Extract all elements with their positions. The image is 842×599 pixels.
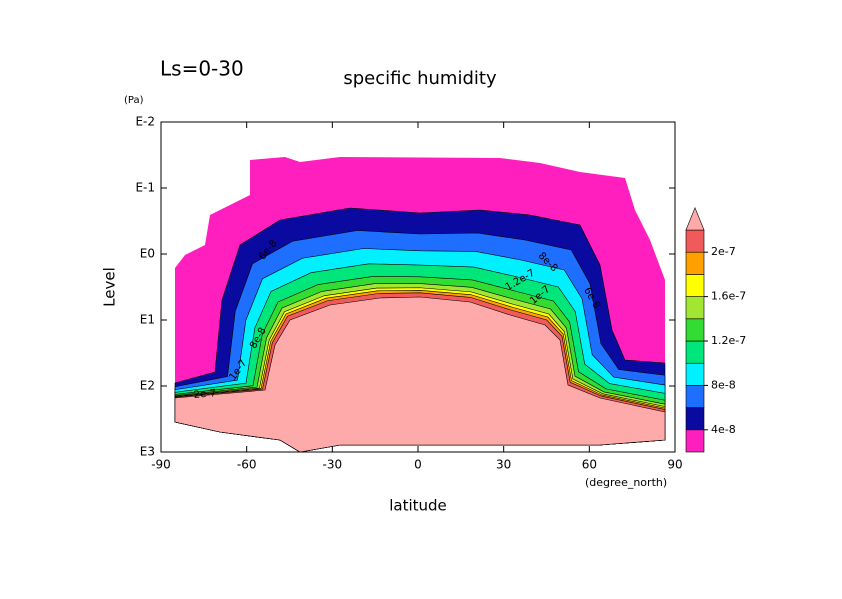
colorbar-segment [685, 385, 705, 408]
y-tick-label: E3 [140, 445, 155, 459]
colorbar-segment [685, 296, 705, 320]
y-tick-label: E0 [140, 247, 155, 261]
colorbar-segment [685, 429, 705, 453]
colorbar-label: 4e-8 [711, 423, 736, 436]
x-tick-label: 0 [414, 458, 422, 472]
colorbar-segment [685, 274, 705, 297]
colorbar-segment [685, 407, 705, 431]
contour-field [174, 157, 666, 452]
colorbar-extend [685, 207, 705, 231]
colorbar-label: 1.6e-7 [711, 290, 746, 303]
chart-title: specific humidity [343, 68, 497, 89]
x-tick-label: -90 [151, 458, 171, 472]
colorbar-label: 1.2e-7 [711, 334, 746, 347]
x-tick-label: 60 [582, 458, 597, 472]
x-tick-label: 30 [496, 458, 511, 472]
chart-subtitle: Ls=0-30 [160, 57, 244, 81]
y-tick-label: E-2 [135, 115, 155, 129]
x-axis-label: latitude [389, 497, 447, 515]
colorbar-segment [685, 251, 705, 275]
x-tick-label: -30 [323, 458, 343, 472]
y-tick-label: E1 [140, 313, 155, 327]
x-tick-label: 90 [667, 458, 682, 472]
y-axis-label: Level [101, 267, 119, 307]
y-tick-label: E2 [140, 379, 155, 393]
colorbar-segment [685, 362, 705, 386]
colorbar-label: 2e-7 [711, 245, 736, 258]
x-tick-label: -60 [237, 458, 257, 472]
contour-label: 2e-7 [193, 388, 216, 401]
y-tick-label: E-1 [135, 181, 155, 195]
x-unit: (degree_north) [585, 476, 667, 489]
colorbar-segment [685, 229, 705, 253]
colorbar-segment [685, 340, 705, 364]
colorbar-segment [685, 318, 705, 342]
y-unit: (Pa) [124, 95, 144, 106]
colorbar-label: 8e-8 [711, 378, 736, 391]
contour-band [174, 296, 666, 452]
